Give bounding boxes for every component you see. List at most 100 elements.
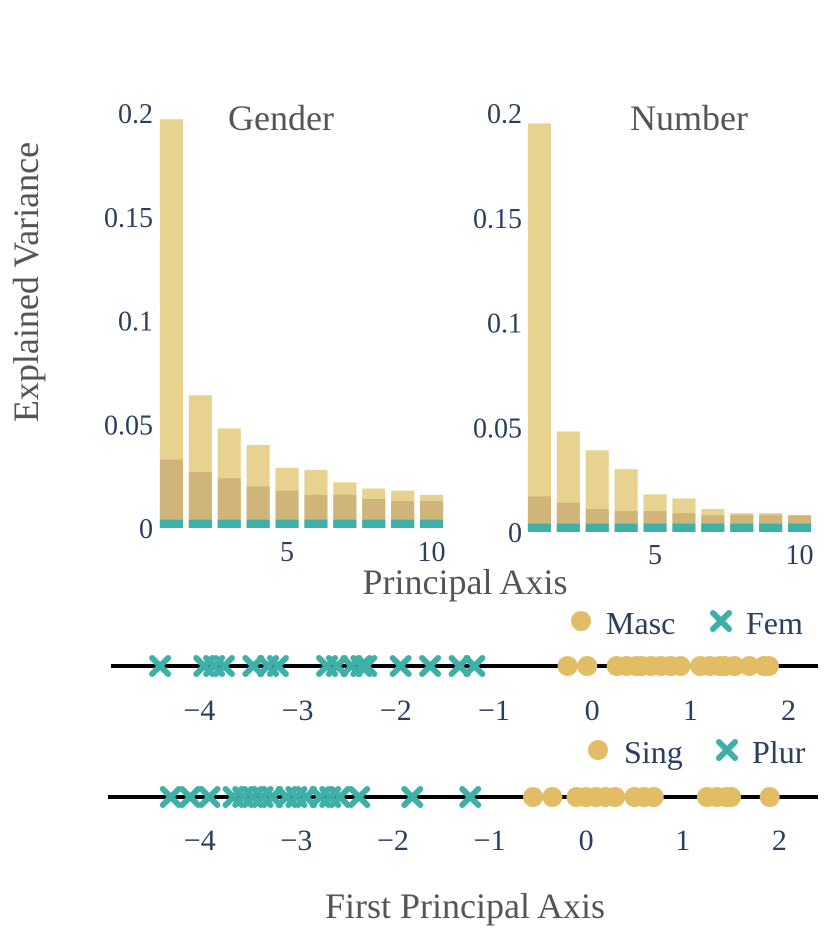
number-y-tick-label: 0.05 bbox=[473, 413, 522, 444]
gender-bar-mid-4 bbox=[246, 486, 270, 528]
gender-bar-low-9 bbox=[391, 519, 415, 528]
gender-bars bbox=[159, 119, 444, 528]
number-point-sing bbox=[759, 787, 780, 807]
number-point-plur bbox=[348, 786, 371, 808]
gender-bar-low-7 bbox=[333, 519, 357, 528]
number-strip-x-tick-label: −1 bbox=[474, 824, 506, 857]
gender-point-fem bbox=[355, 655, 378, 677]
gender-y-tick-label: 0.2 bbox=[118, 99, 153, 130]
number-title: Number bbox=[630, 98, 748, 138]
gender-strip-x-tick-label: −3 bbox=[282, 694, 314, 727]
number-bars bbox=[527, 123, 812, 532]
number-point-sing bbox=[605, 787, 626, 807]
gender-point-fem bbox=[419, 655, 442, 677]
number-bar-low-9 bbox=[759, 523, 783, 532]
gender-points bbox=[149, 655, 779, 677]
gender-point-fem-stroke-b bbox=[212, 655, 235, 677]
number-bar-low-5 bbox=[643, 523, 667, 532]
number-bar-low-1 bbox=[527, 523, 552, 532]
number-strip-x-tick-label: 2 bbox=[772, 824, 787, 857]
gender-bar-low-3 bbox=[217, 519, 241, 528]
gender-strip-x-ticks: −4 −3 −2 −1 0 1 2 bbox=[183, 694, 796, 727]
number-y-tick-label: 0 bbox=[508, 518, 522, 549]
principal-axis-label: Principal Axis bbox=[363, 562, 568, 602]
gender-bar-panel: Gender 0 0.05 0.1 0.15 0.2 5 10 bbox=[104, 98, 446, 568]
number-strip-x-ticks: −4 −3 −2 −1 0 1 2 bbox=[184, 824, 787, 857]
gender-x-tick-label: 10 bbox=[418, 537, 446, 568]
gender-bar-mid-2 bbox=[188, 471, 212, 528]
number-x-ticks: 5 10 bbox=[648, 540, 814, 571]
gender-y-tick-label: 0 bbox=[139, 514, 153, 545]
number-strip-x-tick-label: −3 bbox=[280, 824, 312, 857]
number-point-plur-stroke-b bbox=[348, 786, 371, 808]
gender-x-ticks: 5 10 bbox=[280, 537, 446, 568]
number-x-tick-label: 5 bbox=[648, 540, 662, 571]
number-bar-mid-1 bbox=[527, 496, 552, 532]
gender-x-tick-label: 5 bbox=[280, 537, 294, 568]
number-strip-x-tick-label: −2 bbox=[377, 824, 409, 857]
gender-bar-low-10 bbox=[419, 519, 444, 528]
gender-point-fem-stroke-b bbox=[149, 655, 172, 677]
number-point-plur bbox=[459, 786, 482, 808]
gender-point-masc bbox=[670, 656, 691, 676]
legend-sing-marker bbox=[588, 740, 608, 760]
legend-plur-label: Plur bbox=[752, 734, 806, 770]
number-strip-x-tick-label: 1 bbox=[675, 824, 690, 857]
gender-point-masc bbox=[724, 656, 745, 676]
gender-bar-mid-5 bbox=[275, 490, 299, 528]
gender-bar-light-1 bbox=[159, 119, 184, 528]
number-bar-low-3 bbox=[585, 523, 609, 532]
gender-y-tick-label: 0.1 bbox=[118, 307, 153, 338]
number-bar-light-1 bbox=[527, 123, 552, 532]
number-point-sing bbox=[542, 787, 563, 807]
gender-y-tick-label: 0.05 bbox=[104, 410, 153, 441]
number-points bbox=[159, 786, 780, 808]
number-strip-x-tick-label: 0 bbox=[579, 824, 594, 857]
gender-bar-low-8 bbox=[362, 519, 386, 528]
number-point-plur-stroke-b bbox=[401, 786, 424, 808]
gender-strip-x-tick-label: 2 bbox=[781, 694, 796, 727]
gender-point-fem bbox=[463, 655, 486, 677]
gender-point-fem-stroke-b bbox=[355, 655, 378, 677]
gender-strip-x-tick-label: −4 bbox=[183, 694, 215, 727]
number-point-plur bbox=[198, 786, 221, 808]
gender-point-fem bbox=[266, 655, 289, 677]
number-bar-low-8 bbox=[730, 523, 754, 532]
number-bar-low-2 bbox=[556, 523, 580, 532]
legend-plur-marker bbox=[716, 739, 738, 761]
gender-point-masc bbox=[577, 656, 598, 676]
number-point-plur-stroke-b bbox=[328, 786, 351, 808]
gender-bar-mid-1 bbox=[159, 459, 184, 528]
gender-strip-x-tick-label: −2 bbox=[380, 694, 412, 727]
gender-point-fem bbox=[149, 655, 172, 677]
number-bar-low-6 bbox=[672, 523, 696, 532]
gender-title: Gender bbox=[228, 98, 334, 138]
gender-point-fem-stroke-b bbox=[350, 655, 373, 677]
gender-y-tick-label: 0.15 bbox=[104, 203, 153, 234]
gender-point-fem-stroke-b bbox=[419, 655, 442, 677]
number-y-tick-label: 0.1 bbox=[487, 309, 522, 340]
number-point-plur bbox=[328, 786, 351, 808]
legend-masc-marker bbox=[571, 611, 591, 631]
gender-bar-low-6 bbox=[304, 519, 328, 528]
number-point-sing bbox=[643, 787, 664, 807]
number-point-plur-stroke-b bbox=[159, 786, 182, 808]
gender-y-ticks: 0 0.05 0.1 0.15 0.2 bbox=[104, 99, 153, 545]
gender-point-fem-stroke-b bbox=[389, 655, 412, 677]
number-point-plur bbox=[401, 786, 424, 808]
gender-bar-mid-3 bbox=[217, 478, 241, 528]
number-bar-low-7 bbox=[701, 523, 725, 532]
number-point-plur bbox=[159, 786, 182, 808]
gender-point-fem-stroke-b bbox=[463, 655, 486, 677]
number-strip-plot: −4 −3 −2 −1 0 1 2 bbox=[108, 786, 818, 857]
number-point-plur-stroke-b bbox=[459, 786, 482, 808]
gender-strip-x-tick-label: 0 bbox=[585, 694, 600, 727]
gender-point-fem bbox=[350, 655, 373, 677]
legend-x-stroke-b bbox=[716, 739, 738, 761]
gender-point-fem bbox=[389, 655, 412, 677]
gender-bar-low-2 bbox=[188, 519, 212, 528]
gender-strip-plot: −4 −3 −2 −1 0 1 2 bbox=[111, 655, 818, 727]
legend-sing-label: Sing bbox=[624, 734, 683, 770]
legend-masc-label: Masc bbox=[606, 605, 675, 641]
